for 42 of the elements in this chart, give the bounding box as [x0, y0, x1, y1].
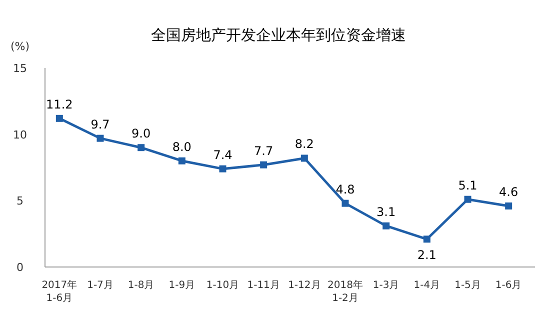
x-tick-label: 1-9月: [168, 280, 196, 291]
data-label: 2.1: [417, 248, 436, 262]
x-tick-label: 1-12月: [288, 280, 321, 291]
data-label: 7.7: [254, 144, 274, 158]
x-tick-label: 1-3月: [372, 280, 400, 291]
data-label: 5.1: [458, 178, 478, 192]
x-tick-label: 1-4月: [414, 280, 440, 291]
data-label: 8.2: [294, 137, 314, 152]
x-tick-label: 1-6月: [495, 280, 522, 291]
y-tick-label: 15: [13, 62, 27, 75]
data-label: 4.6: [499, 184, 518, 199]
data-label: 9.7: [90, 117, 110, 132]
point: [464, 196, 472, 203]
x-tick-label: 1-7月: [87, 280, 114, 291]
point: [96, 134, 104, 142]
point: [505, 202, 512, 210]
data-label: 9.0: [132, 126, 151, 141]
point: [382, 222, 390, 230]
point: [260, 161, 268, 168]
point: [342, 200, 349, 207]
data-label: 8.0: [172, 140, 192, 154]
data-label: 4.8: [336, 182, 355, 196]
data-label: 11.2: [46, 97, 73, 112]
y-axis-title: (%): [10, 40, 30, 53]
x-tick-label: 1-8月: [128, 280, 154, 291]
x-tick-label: 1-10月: [206, 280, 240, 291]
point: [138, 144, 145, 152]
chart-title: 全国房地产开发企业本年到位资金增速: [151, 26, 406, 44]
x-tick-label: 2018年 1-2月: [328, 279, 363, 304]
point: [219, 165, 226, 172]
point: [56, 114, 63, 122]
y-tick-label: 5: [16, 194, 24, 208]
data-label: 7.4: [213, 148, 232, 162]
point: [178, 157, 186, 164]
y-tick-label: 10: [13, 128, 27, 142]
point: [300, 154, 308, 162]
data-label: 3.1: [376, 204, 396, 219]
y-tick-label: 0: [16, 261, 24, 274]
x-tick-label: 1-11月: [247, 280, 280, 291]
x-tick-label: 1-5月: [454, 280, 481, 291]
x-tick-label: 2017年 1-6月: [42, 279, 78, 304]
point: [423, 236, 430, 243]
